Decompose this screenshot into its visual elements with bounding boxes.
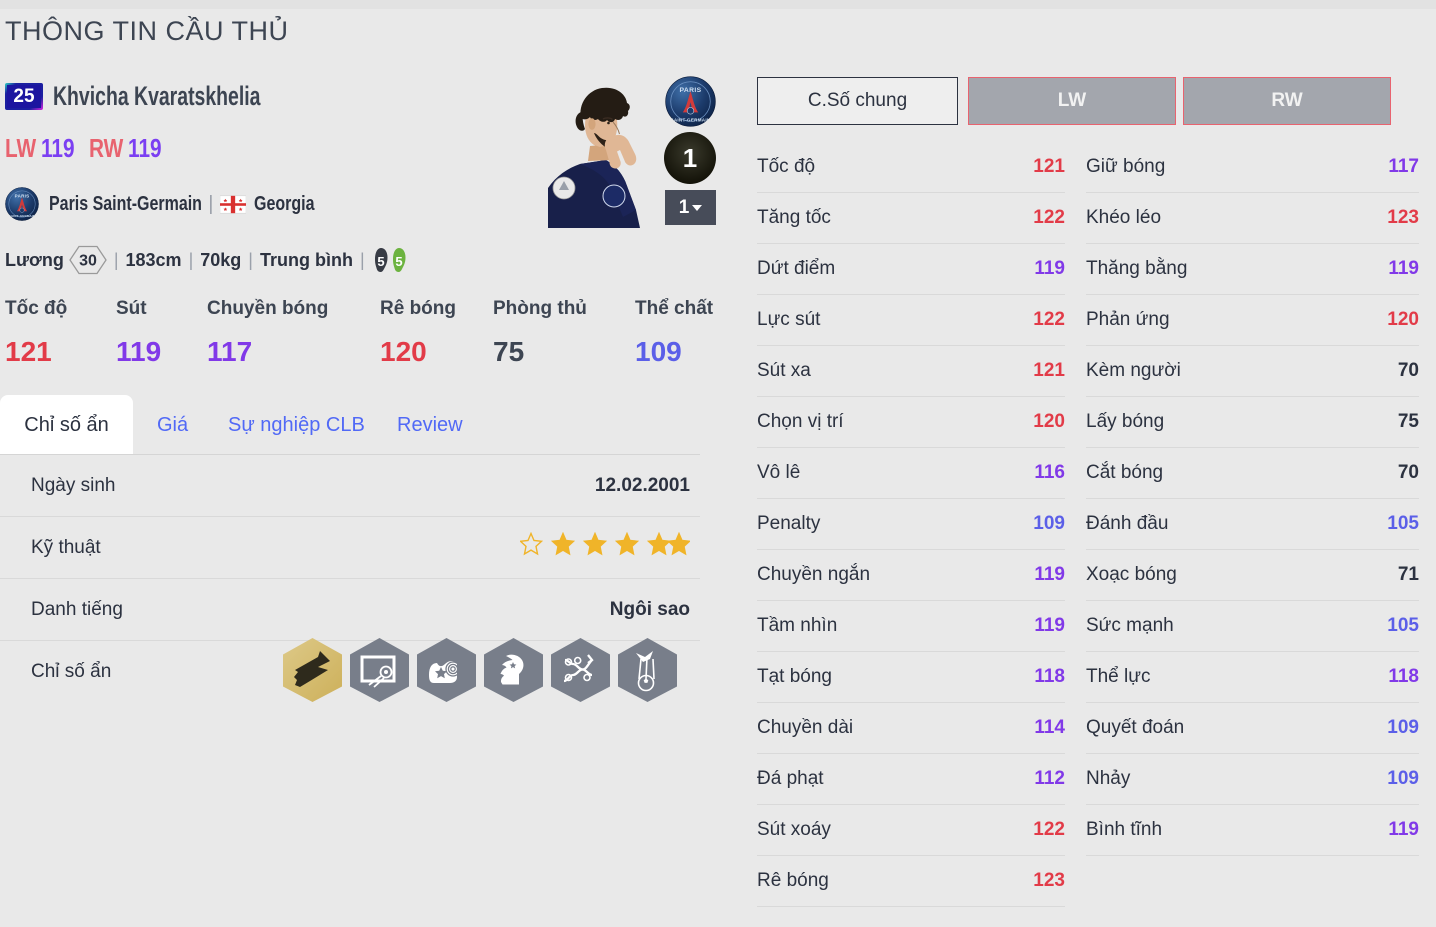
svg-text:5: 5 (377, 254, 384, 269)
svg-text:SAINT-GERMAIN: SAINT-GERMAIN (9, 214, 36, 218)
svg-text:30: 30 (79, 253, 97, 270)
svg-text:5: 5 (395, 254, 402, 269)
svg-text:SAINT-GERMAIN: SAINT-GERMAIN (671, 117, 711, 122)
